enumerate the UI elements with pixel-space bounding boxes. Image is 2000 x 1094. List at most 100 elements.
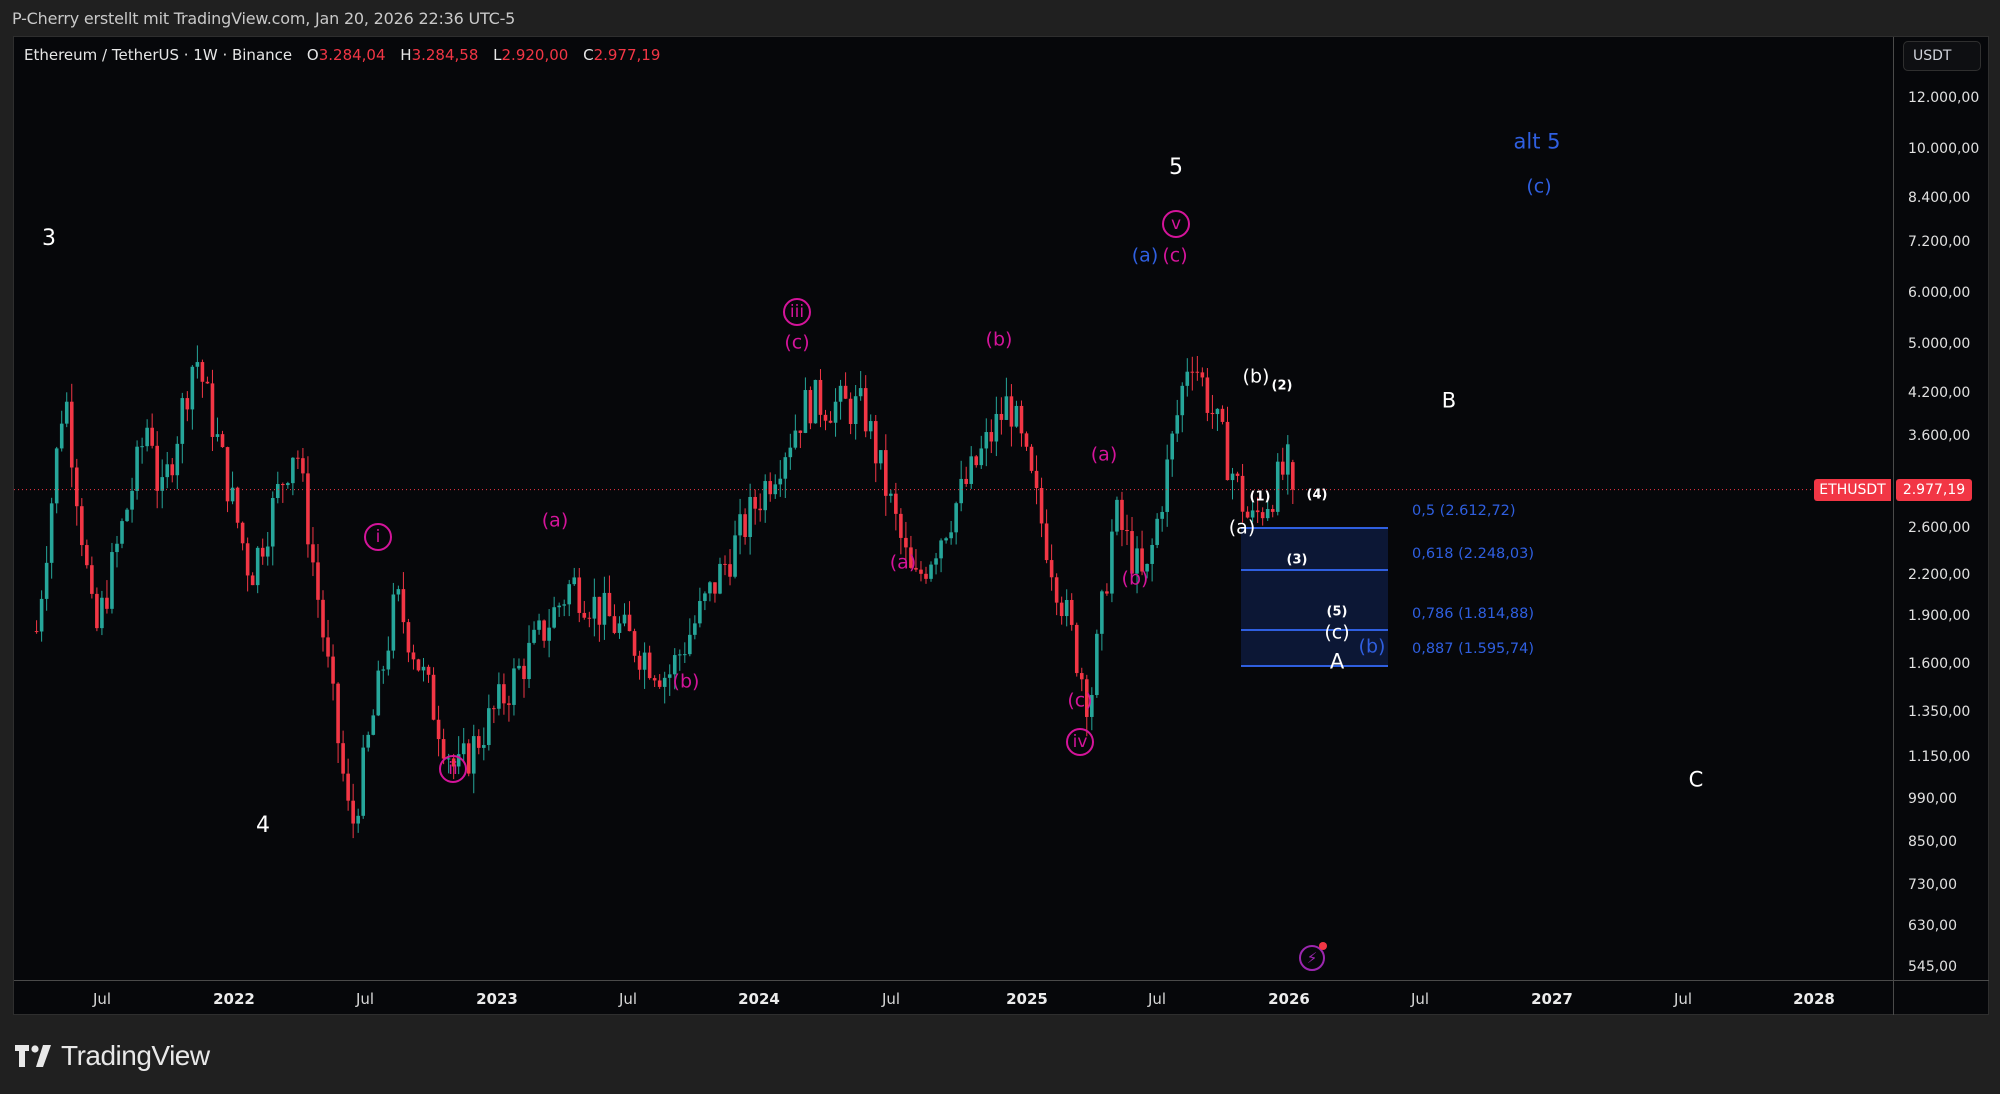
wave-label[interactable]: (3) (1286, 552, 1308, 568)
price-tick: 2.600,00 (1908, 519, 1971, 536)
price-tick: 4.200,00 (1908, 384, 1971, 401)
high-key: H (400, 46, 412, 64)
symbol-title: Ethereum / TetherUS · 1W · Binance (24, 46, 293, 64)
time-tick: 2025 (1006, 990, 1048, 1008)
chart-frame: Ethereum / TetherUS · 1W · Binance O3.28… (13, 36, 1989, 1015)
wave-label[interactable]: (a) (1131, 244, 1159, 267)
chart-credit: P-Cherry erstellt mit TradingView.com, J… (12, 9, 516, 28)
time-tick: Jul (1673, 990, 1693, 1008)
wave-label[interactable]: (a) (1090, 443, 1118, 466)
last-price-label: 2.977,19 (1896, 478, 1972, 501)
low-key: L (493, 46, 502, 64)
wave-label-text: iv (1066, 728, 1094, 756)
wave-label[interactable]: (b) (1121, 567, 1149, 590)
open-key: O (306, 46, 319, 64)
time-axis[interactable]: Jul 2022 Jul 2023 Jul 2024 Jul 2025 Jul 2026 Jul 20… (14, 980, 1893, 1015)
high-value: 3.284,58 (411, 46, 479, 64)
wave-label[interactable]: 5 (1169, 155, 1183, 180)
time-tick: 2024 (738, 990, 780, 1008)
chart-pane[interactable]: Ethereum / TetherUS · 1W · Binance O3.28… (14, 37, 1893, 980)
wave-label[interactable]: (b) (672, 670, 700, 693)
time-tick: Jul (1147, 990, 1167, 1008)
price-tick: 8.400,00 (1908, 190, 1971, 207)
time-tick: Jul (92, 990, 112, 1008)
wave-label[interactable]: (b) (985, 328, 1013, 351)
price-tick: 630,00 (1908, 918, 1957, 935)
price-tick: 3.600,00 (1908, 428, 1971, 445)
time-tick: 2022 (213, 990, 255, 1008)
wave-label[interactable]: (5) (1326, 604, 1348, 620)
tradingview-logo[interactable]: TradingView (15, 1040, 210, 1072)
wave-label[interactable]: (a) (541, 509, 569, 532)
tradingview-logo-icon (15, 1045, 51, 1067)
wave-label-text: iii (783, 298, 811, 326)
fib-level-label: 0,5 (2.612,72) (1412, 503, 1516, 519)
time-tick: Jul (618, 990, 638, 1008)
wave-label[interactable]: i (364, 523, 392, 551)
price-tick: 2.200,00 (1908, 566, 1971, 583)
price-tick: 7.200,00 (1908, 233, 1971, 250)
axis-corner (1893, 980, 1989, 1015)
wave-label[interactable]: ii (439, 755, 467, 783)
time-tick: 2023 (476, 990, 518, 1008)
close-value: 2.977,19 (593, 46, 661, 64)
fib-retracement-zone (1241, 528, 1388, 666)
wave-label[interactable]: (2) (1271, 378, 1293, 394)
price-tick: 10.000,00 (1908, 141, 1980, 158)
wave-label[interactable]: B (1441, 388, 1457, 413)
time-tick: Jul (355, 990, 375, 1008)
wave-label-text: i (364, 523, 392, 551)
wave-label[interactable]: iv (1066, 728, 1094, 756)
price-tick: 1.150,00 (1908, 748, 1971, 765)
time-tick: 2026 (1268, 990, 1310, 1008)
price-tick: 1.900,00 (1908, 607, 1971, 624)
wave-label[interactable]: v (1162, 210, 1190, 238)
price-tick: 5.000,00 (1908, 335, 1971, 352)
price-tick: 6.000,00 (1908, 284, 1971, 301)
wave-label[interactable]: A (1329, 649, 1345, 674)
symbol-legend[interactable]: Ethereum / TetherUS · 1W · Binance O3.28… (24, 46, 660, 64)
wave-label[interactable]: (c) (1067, 689, 1093, 712)
price-tick: 850,00 (1908, 833, 1957, 850)
wave-label[interactable]: (a) (889, 551, 917, 574)
wave-label-text: v (1162, 210, 1190, 238)
wave-label[interactable]: (b) (1242, 365, 1270, 388)
wave-label[interactable]: alt 5 (1513, 129, 1561, 154)
wave-label[interactable]: (c) (1162, 244, 1188, 267)
price-scale[interactable]: USDT 2.977,19 12.000,00 10.000,00 8.400,00… (1893, 37, 1989, 980)
time-tick: 2028 (1793, 990, 1835, 1008)
wave-label[interactable]: (1) (1249, 489, 1271, 505)
currency-button[interactable]: USDT (1903, 41, 1981, 71)
wave-label[interactable]: 3 (42, 226, 56, 251)
candlestick-series (14, 345, 1893, 839)
wave-label[interactable]: (a) (1228, 516, 1256, 539)
price-tick: 730,00 (1908, 876, 1957, 893)
wave-label[interactable]: iii (783, 298, 811, 326)
price-tick: 12.000,00 (1908, 90, 1980, 106)
fib-level-label: 0,786 (1.814,88) (1412, 606, 1535, 622)
price-tick: 1.350,00 (1908, 703, 1971, 720)
open-value: 3.284,04 (318, 46, 386, 64)
price-tick: 1.600,00 (1908, 656, 1971, 673)
fib-level-label: 0,887 (1.595,74) (1412, 641, 1535, 657)
time-tick: Jul (881, 990, 901, 1008)
wave-label[interactable]: (c) (1324, 621, 1350, 644)
time-tick: 2027 (1531, 990, 1573, 1008)
alert-notification-dot (1319, 942, 1327, 950)
time-tick: Jul (1410, 990, 1430, 1008)
alert-lightning-icon[interactable]: ⚡ (1299, 945, 1325, 971)
wave-label-text: ii (439, 755, 467, 783)
symbol-price-tag: ETHUSDT (1814, 478, 1891, 501)
fib-level-label: 0,618 (2.248,03) (1412, 546, 1535, 562)
wave-label[interactable]: 4 (256, 813, 270, 838)
price-tick: 545,00 (1908, 958, 1957, 975)
close-key: C (583, 46, 594, 64)
wave-label[interactable]: (4) (1306, 487, 1328, 503)
wave-label[interactable]: C (1688, 767, 1704, 792)
brand-name: TradingView (61, 1040, 210, 1071)
wave-label[interactable]: (b) (1358, 635, 1386, 658)
wave-label[interactable]: (c) (1526, 175, 1552, 198)
price-tick: 990,00 (1908, 791, 1957, 808)
wave-label[interactable]: (c) (784, 331, 810, 354)
low-value: 2.920,00 (501, 46, 569, 64)
